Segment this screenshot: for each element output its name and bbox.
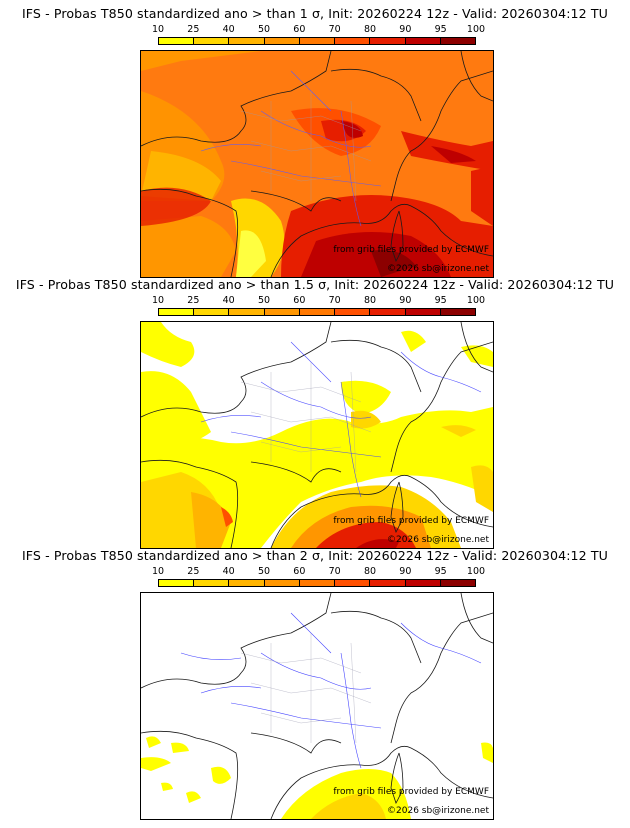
colorbar-tick-label: 95 — [434, 24, 447, 35]
map-svg — [141, 322, 493, 548]
probability-map-2sigma: from grib files provided by ECMWF ©2026 … — [140, 592, 494, 820]
colorbar-swatch — [264, 38, 300, 44]
colorbar-tick-label: 70 — [328, 295, 341, 306]
colorbar-tick-label: 80 — [363, 566, 377, 577]
colorbar-swatch — [405, 580, 441, 586]
colorbar-tick-label: 40 — [222, 295, 235, 306]
colorbar-swatch — [440, 38, 475, 44]
colorbar-tick-label: 25 — [187, 295, 200, 306]
colorbar-swatch — [405, 38, 441, 44]
copyright-credit: ©2026 sb@irizone.net — [387, 264, 489, 274]
colorbar-ticks: 10 25 40 50 60 70 80 90 95 100 — [152, 295, 485, 307]
colorbar-tick-label: 50 — [257, 566, 271, 577]
colorbar-swatch — [159, 38, 195, 44]
panel-title: IFS - Probas T850 standardized ano > tha… — [15, 277, 615, 292]
colorbar — [158, 308, 476, 316]
colorbar — [158, 579, 476, 587]
colorbar-swatch — [335, 580, 371, 586]
colorbar-swatch — [299, 38, 336, 44]
colorbar — [158, 37, 476, 45]
colorbar-tick-label: 100 — [466, 295, 486, 306]
colorbar-tick-label: 80 — [363, 24, 377, 35]
colorbar-swatch — [335, 38, 371, 44]
colorbar-swatch — [370, 38, 406, 44]
map-svg — [141, 593, 493, 819]
colorbar-tick-label: 70 — [328, 566, 341, 577]
colorbar-tick-label: 40 — [222, 566, 235, 577]
colorbar-swatch — [264, 580, 300, 586]
colorbar-tick-label: 70 — [328, 24, 341, 35]
map-svg — [141, 51, 493, 277]
colorbar-swatch — [299, 309, 336, 315]
colorbar-tick-label: 100 — [466, 24, 486, 35]
colorbar-swatch — [370, 309, 406, 315]
colorbar-swatch — [229, 580, 265, 586]
panel-1: IFS - Probas T850 standardized ano > tha… — [0, 2, 630, 278]
colorbar-tick-label: 25 — [187, 566, 200, 577]
colorbar-tick-label: 60 — [293, 295, 306, 306]
colorbar-tick-label: 10 — [151, 566, 165, 577]
colorbar-swatch — [229, 309, 265, 315]
colorbar-swatch — [194, 309, 230, 315]
colorbar-swatch — [229, 38, 265, 44]
colorbar-swatch — [299, 580, 336, 586]
colorbar-ticks: 10 25 40 50 60 70 80 90 95 100 — [152, 566, 485, 578]
source-credit: from grib files provided by ECMWF — [333, 245, 489, 255]
colorbar-tick-label: 90 — [399, 295, 412, 306]
copyright-credit: ©2026 sb@irizone.net — [387, 806, 489, 816]
colorbar-tick-label: 50 — [257, 24, 271, 35]
colorbar-swatch — [405, 309, 441, 315]
colorbar-tick-label: 90 — [399, 24, 412, 35]
colorbar-tick-label: 40 — [222, 24, 235, 35]
colorbar-tick-label: 50 — [257, 295, 271, 306]
colorbar-tick-label: 10 — [151, 24, 165, 35]
panel-title: IFS - Probas T850 standardized ano > tha… — [21, 6, 608, 21]
colorbar-tick-label: 60 — [293, 566, 306, 577]
colorbar-swatch — [159, 580, 195, 586]
colorbar-tick-label: 100 — [466, 566, 486, 577]
probability-map-1sigma: from grib files provided by ECMWF ©2026 … — [140, 50, 494, 278]
colorbar-ticks: 10 25 40 50 60 70 80 90 95 100 — [152, 24, 485, 36]
colorbar-tick-label: 25 — [187, 24, 200, 35]
source-credit: from grib files provided by ECMWF — [333, 787, 489, 797]
colorbar-tick-label: 95 — [434, 566, 447, 577]
colorbar-swatch — [335, 309, 371, 315]
colorbar-swatch — [194, 580, 230, 586]
colorbar-tick-label: 95 — [434, 295, 447, 306]
colorbar-tick-label: 80 — [363, 295, 377, 306]
colorbar-swatch — [264, 309, 300, 315]
panel-title: IFS - Probas T850 standardized ano > tha… — [21, 548, 608, 563]
colorbar-tick-label: 10 — [151, 295, 165, 306]
panel-3: IFS - Probas T850 standardized ano > tha… — [0, 544, 630, 820]
source-credit: from grib files provided by ECMWF — [333, 516, 489, 526]
probability-map-1p5sigma: from grib files provided by ECMWF ©2026 … — [140, 321, 494, 549]
copyright-credit: ©2026 sb@irizone.net — [387, 535, 489, 545]
colorbar-swatch — [194, 38, 230, 44]
colorbar-tick-label: 60 — [293, 24, 306, 35]
colorbar-swatch — [440, 309, 475, 315]
colorbar-swatch — [370, 580, 406, 586]
colorbar-swatch — [159, 309, 195, 315]
colorbar-tick-label: 90 — [399, 566, 412, 577]
colorbar-swatch — [440, 580, 475, 586]
panel-2: IFS - Probas T850 standardized ano > tha… — [0, 273, 630, 549]
